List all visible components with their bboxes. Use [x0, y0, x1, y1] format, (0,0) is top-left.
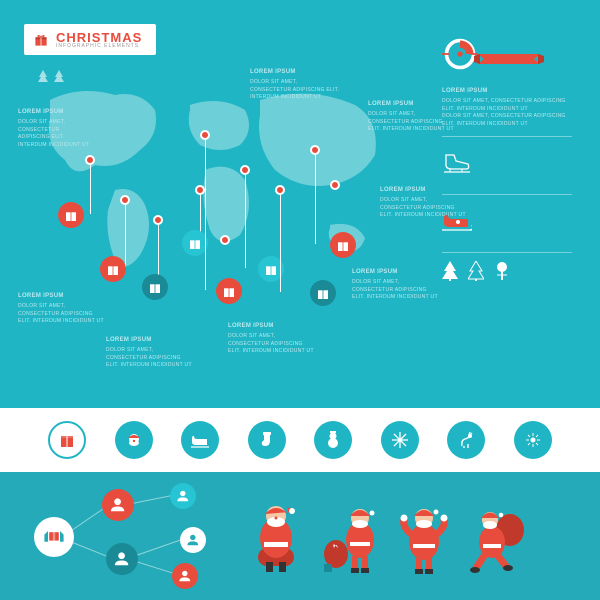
people-network: [26, 481, 226, 591]
network-node: [172, 563, 198, 589]
leader-line: [205, 138, 206, 290]
santa-row: [248, 498, 526, 574]
sleigh-icon: [442, 209, 472, 233]
map-annotation: LOREM IPSUMDOLOR SIT AMET, CONSECTETUR A…: [18, 108, 92, 149]
map-annotation: LOREM IPSUMDOLOR SIT AMET, CONSECTETUR A…: [250, 68, 340, 102]
network-edge: [132, 495, 172, 504]
network-node: [180, 527, 206, 553]
header-subtitle: INFOGRAPHIC ELEMENTS: [56, 43, 142, 49]
tree-row-icons: [442, 261, 572, 281]
santa-figure: [470, 498, 526, 574]
gift-icon: [48, 421, 86, 459]
map-annotation: LOREM IPSUMDOLOR SIT AMET, CONSECTETUR A…: [106, 336, 192, 370]
bottom-section: [0, 472, 600, 600]
map-annotation: LOREM IPSUMDOLOR SIT AMET, CONSECTETUR A…: [228, 322, 314, 356]
network-edge: [136, 539, 182, 556]
target-chart-icon: [442, 36, 478, 72]
map-pin: [330, 232, 356, 258]
network-node: [34, 517, 74, 557]
right-column: LOREM IPSUM DOLOR SIT AMET, CONSECTETUR …: [442, 28, 572, 281]
leader-line: [90, 163, 91, 214]
santa-figure: [248, 498, 304, 574]
leader-line: [280, 193, 281, 292]
leader-line: [125, 203, 126, 268]
right-text-1: LOREM IPSUM DOLOR SIT AMET, CONSECTETUR …: [442, 87, 570, 128]
icon-strip: [0, 408, 600, 472]
map-annotation: LOREM IPSUMDOLOR SIT AMET, CONSECTETUR A…: [18, 292, 104, 326]
stocking-icon: [248, 421, 286, 459]
leader-line: [315, 153, 316, 244]
map-annotation: LOREM IPSUMDOLOR SIT AMET, CONSECTETUR A…: [352, 268, 438, 302]
header-badge: CHRISTMAS INFOGRAPHIC ELEMENTS: [24, 24, 156, 55]
map-pin: [216, 278, 242, 304]
map-pin: [58, 202, 84, 228]
santa-figure: [396, 498, 452, 574]
map-marker: [220, 235, 230, 245]
map-continents: [20, 60, 400, 320]
network-edge: [70, 541, 110, 558]
snowflake-icon: [381, 421, 419, 459]
leader-line: [245, 173, 246, 268]
network-edge: [136, 561, 174, 574]
map-pin: [100, 256, 126, 282]
snowman-icon: [314, 421, 352, 459]
map-pin: [142, 274, 168, 300]
gift-icon: [34, 33, 48, 47]
network-node: [102, 489, 134, 521]
network-node: [106, 543, 138, 575]
network-node: [170, 483, 196, 509]
santa-figure: [322, 498, 378, 574]
santa-face-icon: [115, 421, 153, 459]
sleigh-icon: [181, 421, 219, 459]
ribbon-icon: [474, 50, 544, 68]
sparkle-icon: [514, 421, 552, 459]
infographic-canvas: CHRISTMAS INFOGRAPHIC ELEMENTS LOREM IPS…: [0, 0, 600, 600]
skate-icon: [442, 151, 472, 175]
deer-icon: [447, 421, 485, 459]
map-pin: [310, 280, 336, 306]
world-map: LOREM IPSUMDOLOR SIT AMET, CONSECTETUR A…: [20, 60, 400, 320]
map-marker: [330, 180, 340, 190]
